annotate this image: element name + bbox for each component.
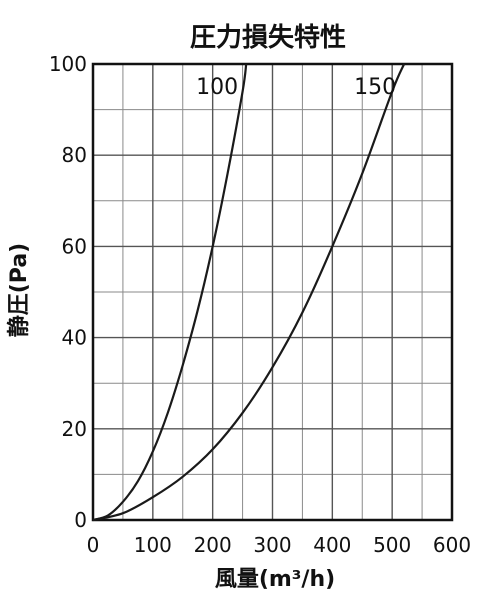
y-tick-label: 40	[62, 326, 87, 350]
plot-frame	[91, 62, 454, 522]
series-line-150	[92, 63, 406, 522]
x-tick-label: 400	[313, 533, 351, 557]
y-tick-label: 100	[49, 52, 87, 76]
x-tick-label: 100	[134, 533, 172, 557]
x-tick-label: 200	[194, 533, 232, 557]
y-tick-label: 60	[62, 234, 87, 258]
chart-title: 圧力損失特性	[190, 22, 346, 53]
y-tick-label: 80	[62, 143, 87, 167]
series-curves	[92, 63, 406, 522]
x-tick-label: 0	[87, 533, 100, 557]
y-tick-labels: 0 20 40 60 80 100	[49, 52, 87, 532]
series-label-100: 100	[196, 75, 238, 100]
y-tick-label: 20	[62, 417, 87, 441]
x-axis-label: 風量(m³/h)	[215, 567, 335, 592]
series-line-100	[92, 63, 248, 522]
y-axis-label: 静圧(Pa)	[6, 243, 32, 338]
series-labels: 100 150	[196, 75, 396, 100]
series-label-150: 150	[354, 75, 396, 100]
x-tick-label: 500	[373, 533, 411, 557]
x-tick-label: 300	[253, 533, 291, 557]
x-tick-labels: 0 100 200 300 400 500 600	[87, 533, 471, 557]
y-tick-label: 0	[74, 508, 87, 532]
x-tick-label: 600	[433, 533, 471, 557]
